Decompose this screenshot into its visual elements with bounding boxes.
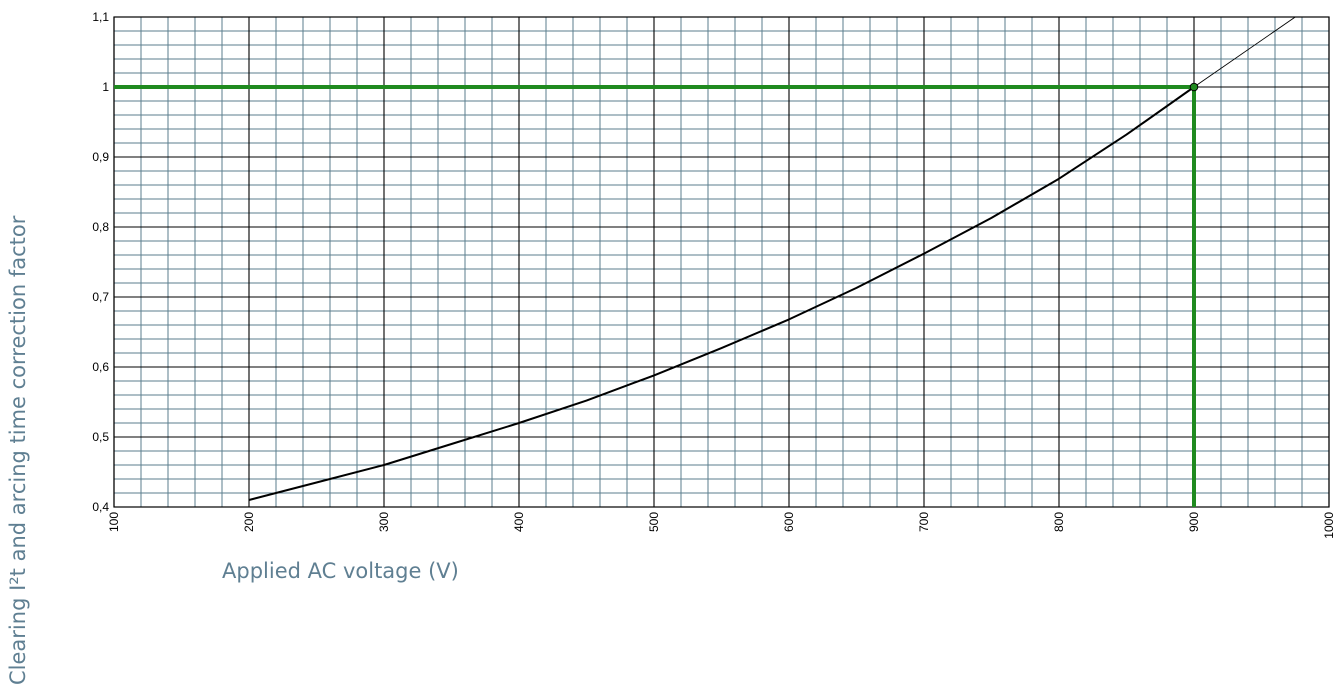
extrapolation-line: [1193, 16, 1296, 88]
x-tick-label: 600: [782, 512, 796, 532]
x-tick-label: 500: [647, 512, 661, 532]
reference-point: [1189, 82, 1199, 92]
minor-grid: [114, 17, 1329, 507]
y-tick-label: 0,4: [92, 500, 109, 514]
x-tick-label: 700: [917, 512, 931, 532]
y-tick-label: 0,8: [92, 220, 109, 234]
y-tick-label: 0,7: [92, 290, 109, 304]
series-line: [248, 86, 1195, 501]
y-tick-label: 1,1: [92, 10, 109, 24]
y-tick-label: 1: [102, 80, 109, 94]
y-tick-labels: 0,4 0,5 0,6 0,7 0,8 0,9 1 1,1: [92, 10, 109, 514]
x-tick-label: 100: [107, 512, 121, 532]
y-tick-label: 0,5: [92, 430, 109, 444]
y-tick-label: 0,9: [92, 150, 109, 164]
x-tick-label: 200: [242, 512, 256, 532]
x-tick-label: 400: [512, 512, 526, 532]
x-tick-label: 800: [1052, 512, 1066, 532]
x-tick-labels: 100 200 300 400 500 600 700 800 900 1000: [107, 512, 1336, 539]
y-axis-title: Clearing I²t and arcing time correction …: [6, 215, 30, 685]
x-axis-title: Applied AC voltage (V): [222, 559, 459, 583]
y-tick-label: 0,6: [92, 360, 109, 374]
x-tick-label: 300: [377, 512, 391, 532]
plot-background: [114, 17, 1329, 507]
series-layer: [248, 16, 1296, 501]
x-tick-label: 1000: [1322, 512, 1336, 539]
reference-layer: [114, 82, 1199, 507]
x-tick-label: 900: [1187, 512, 1201, 532]
plot-border: [113, 16, 1330, 508]
